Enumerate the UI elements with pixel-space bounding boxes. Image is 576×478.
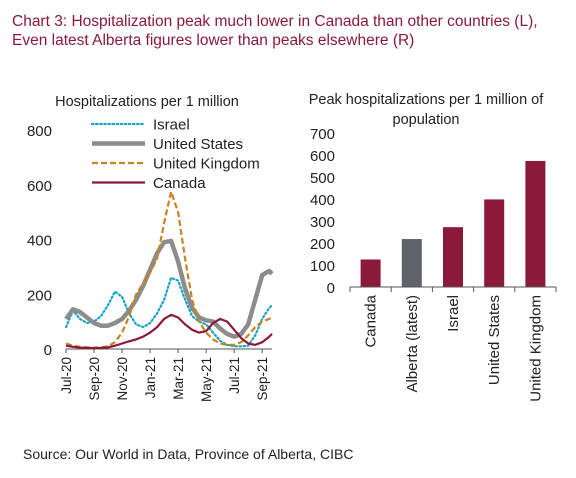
right-y-tick-label: 0	[327, 280, 335, 297]
series-line-israel	[64, 276, 274, 348]
chart-title: Chart 3: Hospitalization peak much lower…	[12, 13, 538, 49]
bar-canada	[360, 259, 381, 287]
legend-label: Israel	[153, 117, 190, 134]
series-line-canada	[65, 313, 273, 350]
bar-israel	[443, 227, 463, 287]
left-x-tick-label: Sep-21	[255, 357, 270, 401]
legend-label: United States	[153, 136, 243, 153]
bar-category-label: Alberta (latest)	[404, 295, 421, 393]
bar-alberta-latest	[401, 239, 422, 287]
left-chart-title: Hospitalizations per 1 million	[55, 94, 239, 110]
right-y-tick-label: 600	[310, 148, 335, 165]
legend-label: Canada	[153, 175, 206, 192]
source-note: Source: Our World in Data, Province of A…	[23, 446, 354, 462]
bar-united-states	[484, 199, 505, 287]
right-y-tick-label: 400	[310, 192, 335, 209]
left-y-tick-label: 0	[44, 342, 52, 359]
right-y-tick-label: 200	[310, 236, 335, 253]
series-line-united-kingdom	[65, 190, 273, 349]
left-x-tick-label: Jan-21	[143, 357, 158, 398]
left-y-tick-label: 400	[27, 233, 52, 250]
bar-category-label: United Kingdom	[527, 295, 544, 402]
left-x-tick-label: Jul-21	[227, 357, 242, 394]
bar-united-kingdom	[525, 160, 546, 287]
left-x-tick-label: Mar-21	[171, 357, 186, 400]
bar-category-label: Israel	[445, 295, 462, 332]
left-y-tick-label: 200	[27, 287, 52, 304]
right-y-tick-label: 500	[310, 170, 335, 187]
bar-category-label: Canada	[363, 294, 380, 347]
right-y-tick-label: 300	[310, 214, 335, 231]
left-y-tick-label: 800	[27, 123, 52, 140]
series-line-united-states	[64, 238, 274, 339]
left-y-tick-label: 600	[27, 178, 52, 195]
left-x-tick-label: Jul-20	[59, 357, 74, 394]
right-y-tick-label: 700	[310, 126, 335, 143]
left-x-tick-label: Sep-20	[87, 357, 102, 401]
right-chart-title: Peak hospitalizations per 1 million of p…	[308, 92, 544, 128]
bar-category-label: United States	[486, 295, 503, 385]
legend-label: United Kingdom	[153, 156, 260, 173]
right-y-tick-label: 100	[310, 258, 335, 275]
left-x-tick-label: Nov-20	[115, 357, 130, 401]
left-x-tick-label: May-21	[199, 357, 214, 402]
